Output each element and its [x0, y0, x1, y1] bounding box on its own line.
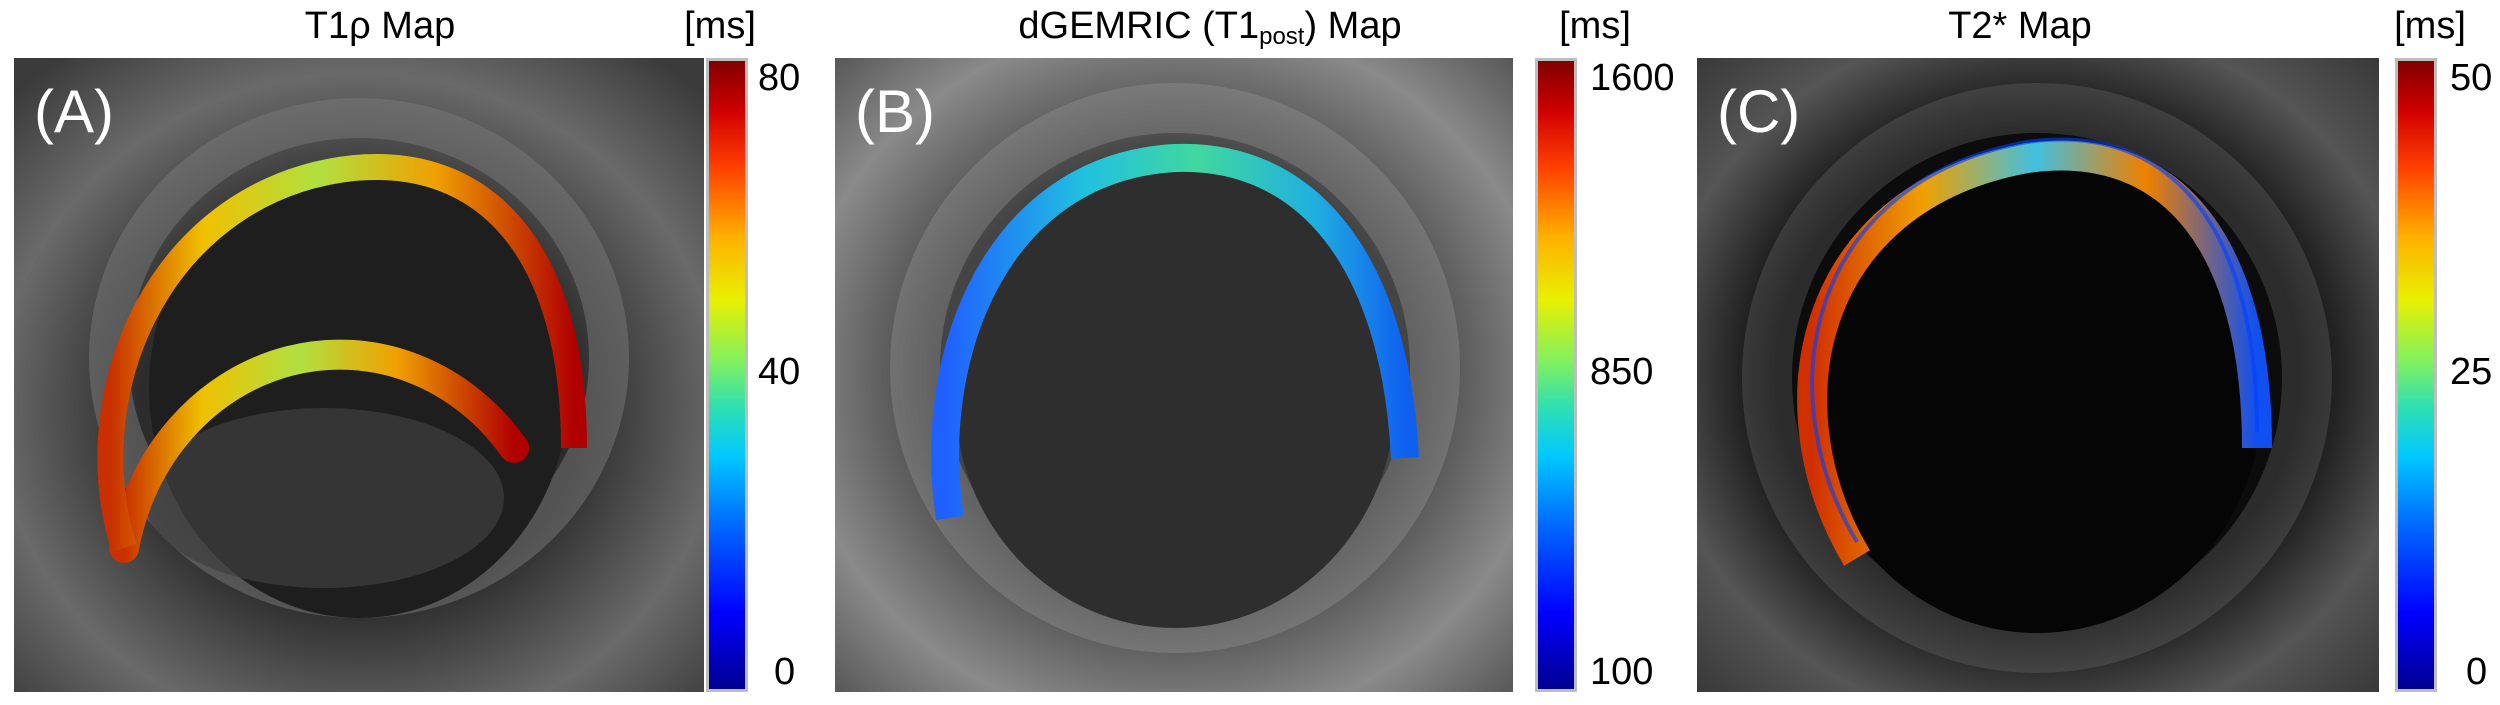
panel-c-title: T2* Map [1948, 5, 2092, 47]
panel-b-letter: (B) [855, 78, 935, 145]
panel-b-mri-image: (B) [835, 58, 1513, 692]
panel-b-title-main: dGEMRIC (T1 [1018, 5, 1260, 47]
panel-b-colorbar-min: 100 [1590, 651, 1654, 693]
panel-b-image-svg [835, 58, 1513, 692]
panel-a-image-svg [14, 58, 704, 692]
panel-c-mri-image: (C) [1697, 58, 2379, 692]
panel-a-letter: (A) [34, 78, 114, 145]
panel-a-mri-image: (A) [14, 58, 704, 692]
panel-c-colorbar-mid: 25 [2450, 351, 2493, 393]
panel-a-colorbar [706, 58, 748, 692]
panel-a-unit-label: [ms] [684, 5, 756, 47]
panel-c-image-svg [1697, 58, 2379, 692]
panel-a-colorbar-min: 0 [774, 651, 796, 693]
panel-c-letter: (C) [1717, 78, 1801, 145]
panel-b-unit-label: [ms] [1559, 5, 1631, 47]
panel-b-title-sub: post [1259, 23, 1305, 50]
panel-a-colorbar-max: 80 [758, 57, 801, 99]
panel-c-unit-label: [ms] [2394, 5, 2466, 47]
panel-c-colorbar [2395, 58, 2437, 692]
panel-b-colorbar-max: 1600 [1590, 57, 1675, 99]
panel-c-colorbar-min: 0 [2466, 651, 2488, 693]
panel-a-title: T1ρ Map [304, 5, 456, 47]
panel-b-colorbar-mid: 850 [1590, 351, 1654, 393]
panel-c-colorbar-max: 50 [2450, 57, 2493, 99]
panel-b-title-end: ) Map [1304, 5, 1402, 47]
panel-a-colorbar-mid: 40 [758, 351, 801, 393]
panel-b-title: dGEMRIC (T1post) Map [960, 0, 1460, 52]
panel-b-colorbar [1535, 58, 1577, 692]
